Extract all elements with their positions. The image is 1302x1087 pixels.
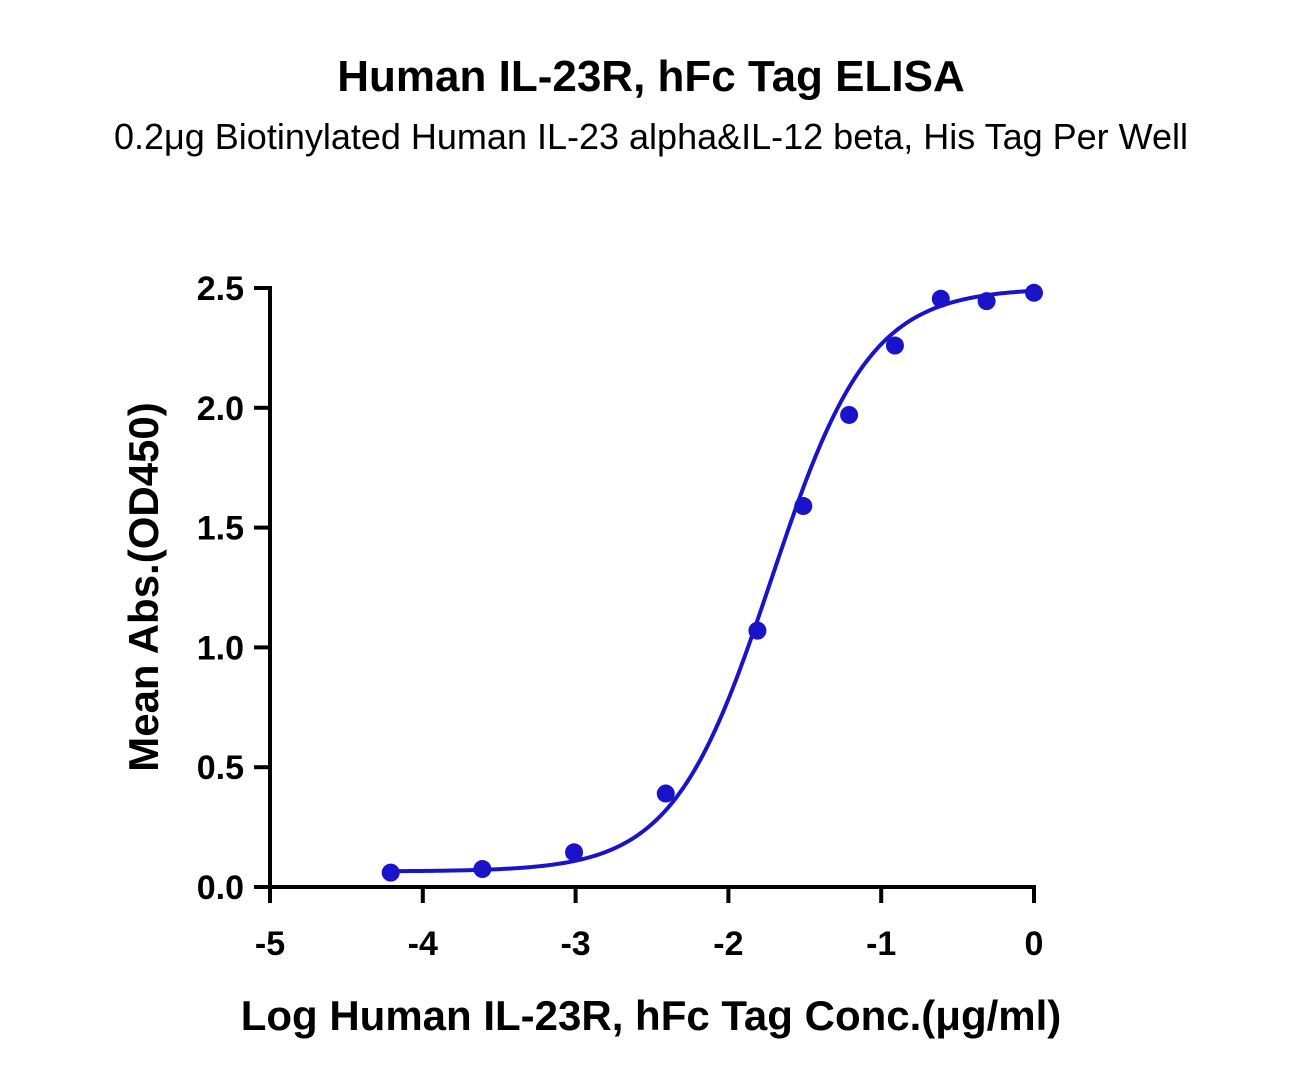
x-tick-label: -5 xyxy=(255,925,285,963)
data-point xyxy=(565,843,584,862)
x-tick-label: -3 xyxy=(560,925,590,963)
chart-subtitle: 0.2μg Biotinylated Human IL-23 alpha&IL-… xyxy=(113,116,1189,157)
data-point xyxy=(885,336,904,355)
x-tick-label: 0 xyxy=(1025,925,1044,963)
x-tick-label: -1 xyxy=(866,925,896,963)
data-point xyxy=(473,860,492,879)
y-tick-label: 2.0 xyxy=(197,390,244,428)
data-point xyxy=(656,784,675,803)
x-tick-label: -4 xyxy=(408,925,438,963)
data-point xyxy=(1025,283,1043,302)
fit-curve-group xyxy=(390,288,1035,874)
data-point xyxy=(931,289,950,308)
x-tick-label: -2 xyxy=(713,925,743,963)
data-point xyxy=(794,497,813,516)
data-points xyxy=(381,283,1043,882)
y-tick-label: 0.5 xyxy=(197,749,244,787)
data-point xyxy=(840,405,859,424)
y-tick-label: 2.5 xyxy=(197,270,244,308)
x-axis-title: Log Human IL-23R, hFc Tag Conc.(μg/ml) xyxy=(241,992,1062,1039)
y-tick-label: 1.5 xyxy=(197,510,244,548)
y-tick-label: 1.0 xyxy=(197,629,244,667)
y-axis-title: Mean Abs.(OD450) xyxy=(120,402,167,772)
data-point xyxy=(381,863,400,882)
data-point xyxy=(977,292,996,311)
y-tick-label: 0.0 xyxy=(197,869,244,907)
data-point xyxy=(748,621,767,640)
axes: 0.0 0.5 1.0 1.5 2.0 2.5 -5 -4 -3 -2 -1 0 xyxy=(197,270,1044,963)
chart-title: Human IL-23R, hFc Tag ELISA xyxy=(337,52,965,101)
fit-curve xyxy=(390,288,1035,874)
